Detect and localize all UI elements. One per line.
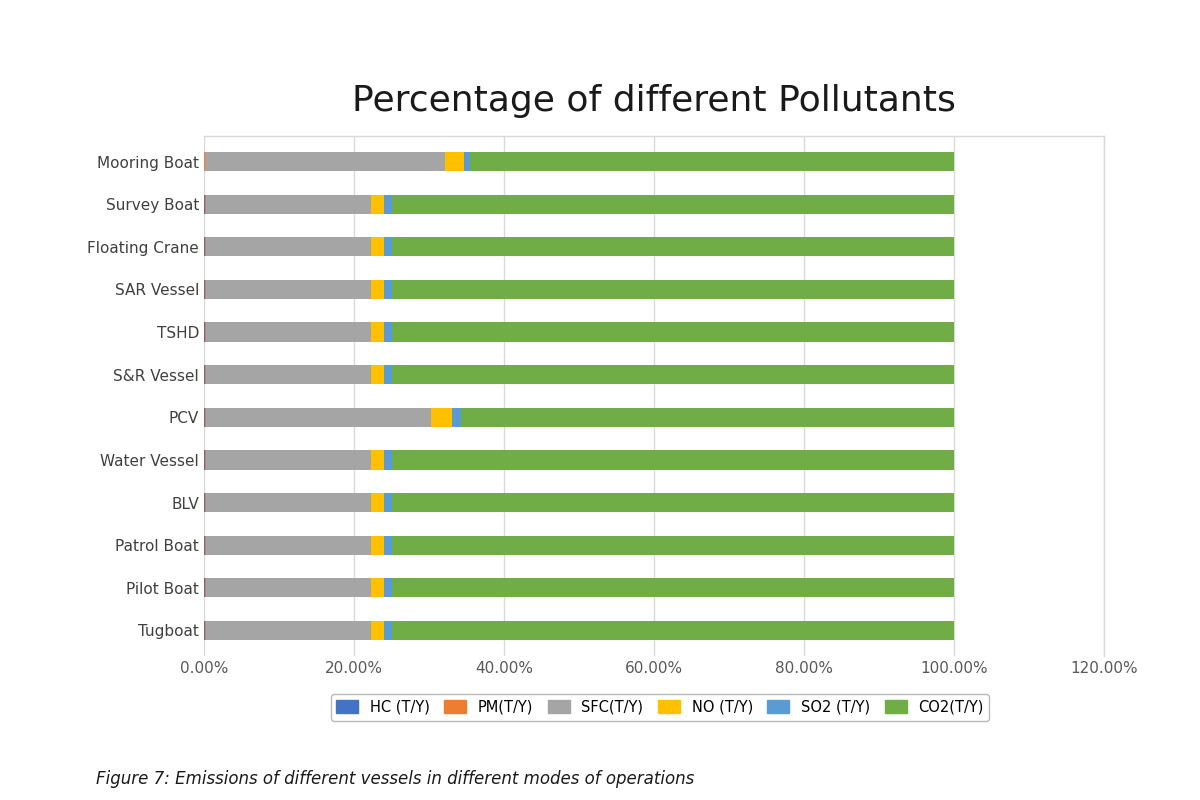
- Bar: [205, 621, 371, 640]
- Bar: [384, 450, 391, 470]
- Bar: [371, 535, 384, 554]
- Bar: [205, 194, 371, 214]
- Bar: [391, 322, 954, 342]
- Bar: [384, 535, 391, 554]
- Bar: [205, 578, 371, 598]
- Bar: [205, 408, 431, 427]
- Bar: [391, 280, 954, 299]
- Bar: [205, 365, 371, 384]
- Bar: [391, 450, 954, 470]
- Bar: [371, 322, 384, 342]
- Bar: [391, 365, 954, 384]
- Bar: [205, 152, 445, 171]
- Bar: [371, 450, 384, 470]
- Bar: [391, 535, 954, 554]
- Text: Figure 7: Emissions of different vessels in different modes of operations: Figure 7: Emissions of different vessels…: [96, 770, 695, 788]
- Bar: [205, 322, 371, 342]
- Bar: [371, 238, 384, 257]
- Bar: [371, 280, 384, 299]
- Bar: [431, 408, 451, 427]
- Bar: [384, 280, 391, 299]
- Bar: [391, 493, 954, 512]
- Bar: [384, 621, 391, 640]
- Bar: [384, 238, 391, 257]
- Bar: [205, 238, 371, 257]
- Legend: HC (T/Y), PM(T/Y), SFC(T/Y), NO (T/Y), SO2 (T/Y), CO2(T/Y): HC (T/Y), PM(T/Y), SFC(T/Y), NO (T/Y), S…: [330, 694, 990, 721]
- Bar: [463, 152, 469, 171]
- Bar: [469, 152, 954, 171]
- Bar: [205, 493, 371, 512]
- Bar: [371, 365, 384, 384]
- Bar: [371, 621, 384, 640]
- Bar: [205, 535, 371, 554]
- Bar: [445, 152, 463, 171]
- Bar: [461, 408, 954, 427]
- Bar: [371, 493, 384, 512]
- Title: Percentage of different Pollutants: Percentage of different Pollutants: [352, 84, 956, 118]
- Bar: [391, 194, 954, 214]
- Bar: [391, 621, 954, 640]
- Bar: [384, 322, 391, 342]
- Bar: [371, 194, 384, 214]
- Bar: [451, 408, 461, 427]
- Bar: [391, 238, 954, 257]
- Bar: [391, 578, 954, 598]
- Bar: [205, 450, 371, 470]
- Bar: [384, 493, 391, 512]
- Bar: [371, 578, 384, 598]
- Bar: [384, 365, 391, 384]
- Bar: [384, 578, 391, 598]
- Bar: [205, 280, 371, 299]
- Bar: [384, 194, 391, 214]
